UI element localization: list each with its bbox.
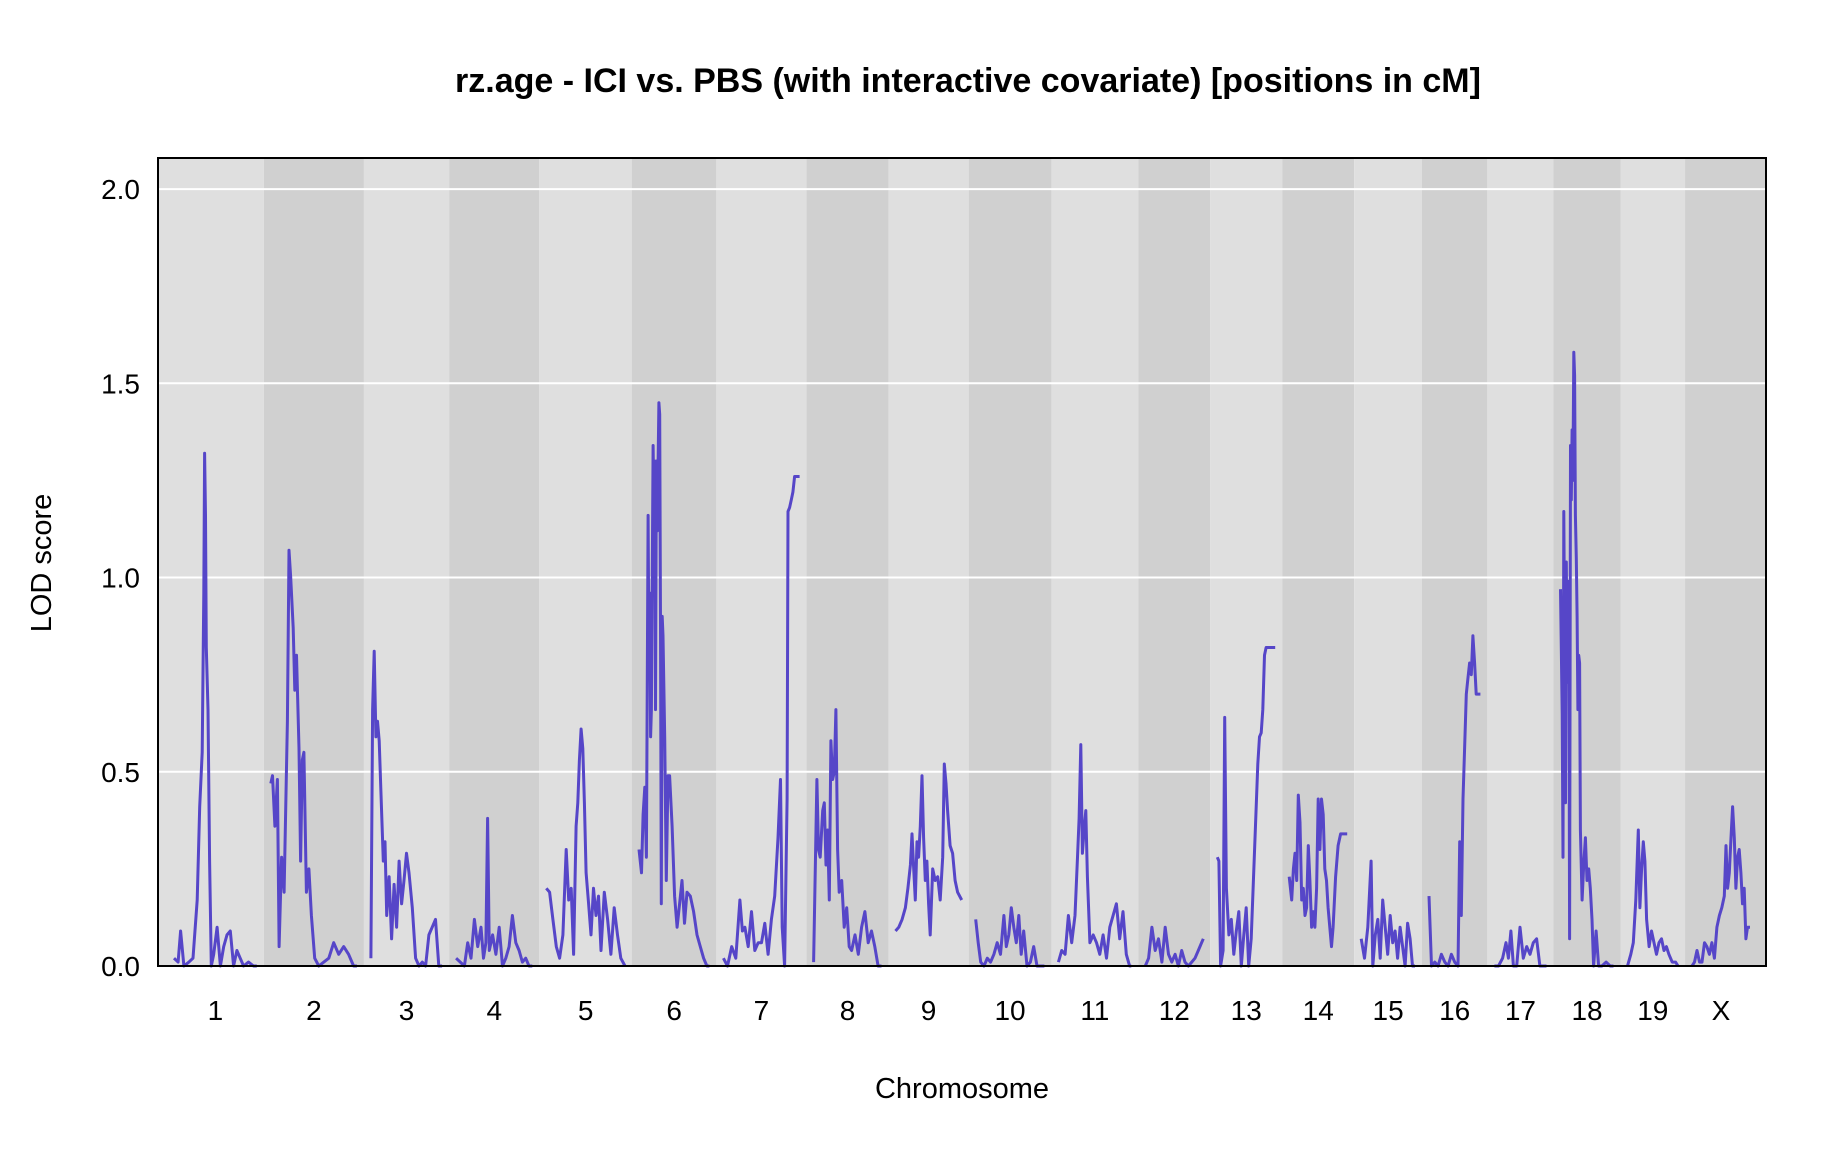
lod-line-chr-18 bbox=[1559, 350, 1614, 968]
x-tick-label-2: 2 bbox=[306, 995, 322, 1026]
gridlines bbox=[158, 188, 1766, 773]
chromosome-band-19 bbox=[1620, 158, 1686, 966]
lod-line-chr-5 bbox=[545, 727, 627, 967]
x-axis: 1 2 3 4 5 6 7 8 9 10 11 12 13 14 15 16 17 18 19 X bbox=[208, 995, 1731, 1026]
chromosome-band-11 bbox=[1051, 158, 1139, 966]
x-tick-label-14: 14 bbox=[1303, 995, 1334, 1026]
lod-line-chr-3 bbox=[369, 649, 443, 968]
y-tick-label: 0.0 bbox=[101, 951, 140, 982]
y-axis-label: LOD score bbox=[26, 494, 58, 633]
x-tick-label-11: 11 bbox=[1080, 995, 1109, 1026]
x-tick-label-19: 19 bbox=[1637, 995, 1668, 1026]
lod-line-chr-15 bbox=[1359, 859, 1415, 968]
x-tick-label-8: 8 bbox=[840, 995, 856, 1026]
lod-line-chr-13 bbox=[1215, 646, 1276, 968]
lod-line-chr-1 bbox=[172, 451, 257, 968]
lod-line-chr-10 bbox=[974, 906, 1045, 968]
y-tick-label: 1.5 bbox=[101, 368, 140, 399]
x-tick-label-10: 10 bbox=[994, 995, 1025, 1026]
x-tick-label-5: 5 bbox=[578, 995, 594, 1026]
x-tick-label-17: 17 bbox=[1505, 995, 1536, 1026]
x-tick-label-9: 9 bbox=[921, 995, 937, 1026]
x-tick-label-16: 16 bbox=[1439, 995, 1470, 1026]
chromosome-band-4 bbox=[449, 158, 540, 966]
lod-line-chr-6 bbox=[637, 401, 710, 968]
y-tick-label: 1.0 bbox=[101, 563, 140, 594]
lod-line-chr-7 bbox=[722, 475, 800, 968]
y-tick-label: 0.5 bbox=[101, 757, 140, 788]
x-tick-label-4: 4 bbox=[486, 995, 502, 1026]
chromosome-band-10 bbox=[968, 158, 1052, 966]
lod-series bbox=[172, 350, 1750, 968]
x-tick-label-12: 12 bbox=[1159, 995, 1190, 1026]
chromosome-band-13 bbox=[1210, 158, 1283, 966]
lod-line-chr-16 bbox=[1427, 634, 1481, 968]
y-axis: 0.0 0.5 1.0 1.5 2.0 bbox=[101, 174, 140, 982]
chromosome-band-15 bbox=[1354, 158, 1423, 966]
y-tick-label: 2.0 bbox=[101, 174, 140, 205]
chromosome-band-X bbox=[1685, 158, 1766, 966]
lod-line-chr-17 bbox=[1494, 925, 1547, 968]
x-tick-label-6: 6 bbox=[666, 995, 682, 1026]
chromosome-band-16 bbox=[1422, 158, 1488, 966]
chromosome-band-3 bbox=[363, 158, 450, 966]
x-tick-label-1: 1 bbox=[208, 995, 224, 1026]
x-tick-label-18: 18 bbox=[1571, 995, 1602, 1026]
x-axis-label: Chromosome bbox=[875, 1073, 1049, 1105]
x-tick-label-7: 7 bbox=[754, 995, 770, 1026]
plot-frame bbox=[157, 157, 1767, 967]
chromosome-band-1 bbox=[158, 158, 264, 966]
x-tick-label-X: X bbox=[1712, 995, 1731, 1026]
lod-line-chr-X bbox=[1690, 805, 1750, 967]
lod-line-chr-8 bbox=[812, 708, 882, 968]
lod-line-chr-9 bbox=[894, 762, 964, 937]
lod-line-chr-19 bbox=[1626, 828, 1680, 967]
lod-line-chr-2 bbox=[269, 548, 357, 968]
lod-line-chr-11 bbox=[1056, 743, 1132, 968]
x-tick-label-13: 13 bbox=[1231, 995, 1262, 1026]
x-tick-label-15: 15 bbox=[1373, 995, 1404, 1026]
lod-line-chr-12 bbox=[1143, 925, 1205, 968]
chromosome-band-9 bbox=[888, 158, 969, 966]
x-tick-label-3: 3 bbox=[399, 995, 415, 1026]
chromosome-bands bbox=[158, 158, 1766, 966]
chromosome-band-2 bbox=[263, 158, 364, 966]
chromosome-band-12 bbox=[1138, 158, 1211, 966]
chart-title: rz.age - ICI vs. PBS (with interactive c… bbox=[455, 62, 1481, 100]
chromosome-band-7 bbox=[716, 158, 807, 966]
chromosome-band-17 bbox=[1487, 158, 1554, 966]
lod-line-chr-4 bbox=[455, 816, 533, 968]
lod-line-chr-14 bbox=[1287, 793, 1348, 949]
